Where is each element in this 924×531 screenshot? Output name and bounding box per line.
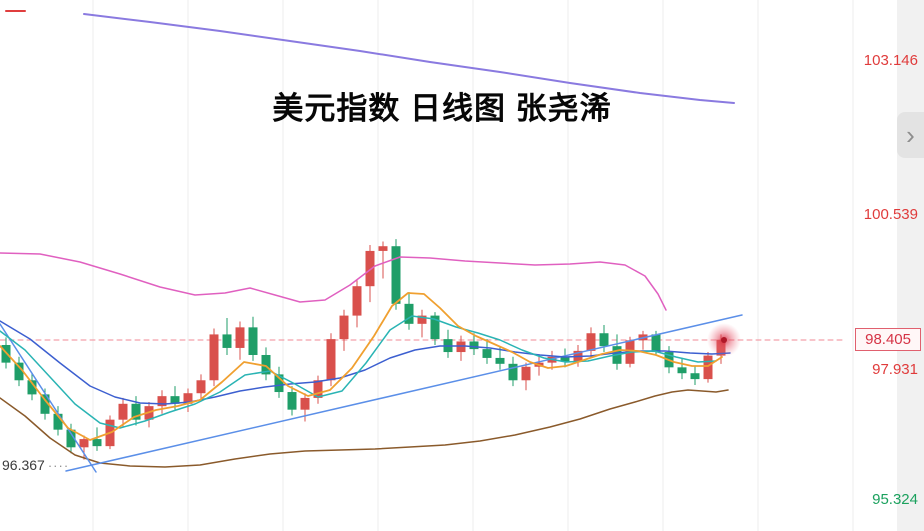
candle-body xyxy=(66,429,76,448)
candle-body xyxy=(79,439,89,448)
candle-body xyxy=(209,334,219,381)
candle-body xyxy=(365,250,375,287)
candle-body xyxy=(313,380,323,398)
price-axis-label: 97.931 xyxy=(872,361,918,378)
low-price-dots: ···· xyxy=(47,458,70,473)
candle-body xyxy=(599,333,609,347)
candle-body xyxy=(690,373,700,380)
candle-body xyxy=(495,357,505,364)
next-arrow-button[interactable]: › xyxy=(897,112,924,158)
candle-body xyxy=(170,396,180,404)
candle-body xyxy=(417,315,427,324)
candle-body xyxy=(14,362,24,381)
candle-body xyxy=(261,354,271,375)
right-side-panel xyxy=(897,0,924,531)
candle-body xyxy=(703,355,713,380)
candle-body xyxy=(287,392,297,410)
candle-body xyxy=(586,333,596,351)
chevron-right-icon: › xyxy=(906,120,915,150)
descending-trendline xyxy=(0,323,97,473)
bollinger-upper-pink xyxy=(0,252,667,311)
candle-body xyxy=(456,341,466,353)
price-axis-label: 95.324 xyxy=(872,491,918,508)
candle-body xyxy=(92,439,102,447)
latest-price-marker-core xyxy=(721,337,727,343)
candle-body xyxy=(157,396,167,407)
current-price-tag: 98.405 xyxy=(855,328,921,351)
candle-body xyxy=(196,380,206,394)
mid-ma-teal xyxy=(0,315,717,429)
candle-body xyxy=(131,403,141,420)
candle-body xyxy=(469,341,479,350)
candle-body xyxy=(248,327,258,355)
candle-body xyxy=(326,339,336,381)
ascending-trendline xyxy=(65,314,743,472)
candle-body xyxy=(27,380,37,395)
candle-body xyxy=(378,246,388,251)
candle-body xyxy=(521,366,531,381)
candle-body xyxy=(352,286,362,316)
candle-body xyxy=(677,367,687,374)
candle-body xyxy=(651,334,661,353)
candle-body xyxy=(222,334,232,348)
candle-body xyxy=(560,356,570,362)
slow-ma-blue xyxy=(0,320,731,405)
upper-purple-trendline xyxy=(83,13,735,104)
candle-body xyxy=(339,315,349,340)
candle-body xyxy=(508,363,518,381)
candle-body xyxy=(118,403,128,420)
candle-body xyxy=(300,397,310,410)
candle-body xyxy=(482,349,492,358)
low-price-value: 96.367 xyxy=(2,457,45,473)
candle-body xyxy=(235,327,245,348)
price-axis-label: 103.146 xyxy=(863,52,918,69)
low-price-annotation: 96.367 ···· xyxy=(2,457,69,473)
candle-body xyxy=(391,246,401,304)
chart-title: 美元指数 日线图 张尧浠 xyxy=(272,91,612,126)
fast-ma-orange xyxy=(0,292,723,441)
candle-body xyxy=(404,303,414,324)
candle-body xyxy=(53,413,63,430)
candle-body xyxy=(274,374,284,393)
price-axis-label: 100.539 xyxy=(863,206,918,223)
candle-body xyxy=(40,394,50,414)
candle-body xyxy=(430,315,440,340)
candle-body xyxy=(183,393,193,404)
bollinger-lower-brown xyxy=(0,389,729,468)
